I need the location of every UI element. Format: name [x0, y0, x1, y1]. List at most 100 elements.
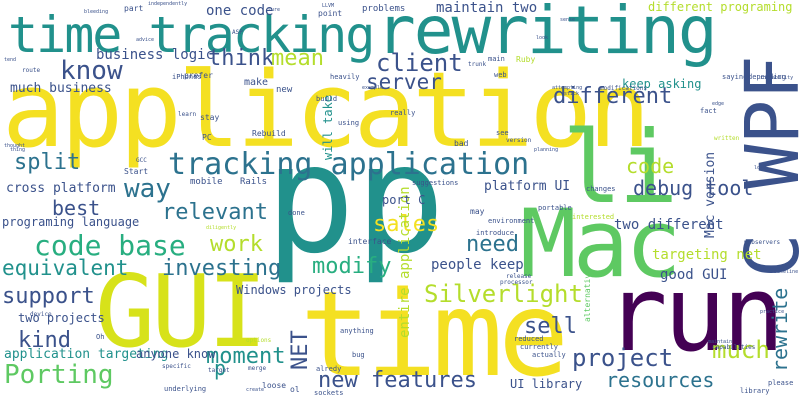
- cloud-word: capabilities: [712, 344, 756, 351]
- cloud-word: rewriting: [376, 0, 718, 69]
- cloud-word: PC: [202, 133, 212, 142]
- cloud-word: GCC: [136, 157, 147, 164]
- cloud-word: bleeding: [84, 9, 109, 15]
- cloud-word: time: [300, 265, 569, 400]
- cloud-word: build: [316, 95, 338, 103]
- cloud-word: Oh: [96, 333, 105, 341]
- cloud-word: make: [244, 77, 269, 88]
- cloud-word: way: [124, 174, 171, 204]
- cloud-word: lose: [754, 165, 767, 171]
- cloud-word: cross platform: [6, 181, 116, 196]
- cloud-word: two different: [614, 217, 724, 233]
- cloud-word: resources: [606, 368, 715, 392]
- cloud-word: need: [466, 232, 519, 257]
- cloud-word: new features: [318, 368, 477, 393]
- cloud-word: moment: [206, 344, 286, 369]
- cloud-word: alternative: [583, 269, 592, 322]
- cloud-word: fact: [700, 107, 717, 115]
- cloud-word: sure: [268, 7, 281, 13]
- cloud-word: p: [355, 113, 446, 287]
- cloud-word: example: [362, 85, 384, 91]
- cloud-word: problems: [362, 4, 406, 14]
- cloud-word: GUI: [95, 253, 268, 370]
- cloud-word: anyone know: [136, 347, 216, 361]
- cloud-word: application targeting: [4, 347, 169, 362]
- cloud-word: much business: [10, 81, 112, 96]
- cloud-word: tend: [4, 57, 17, 63]
- cloud-word: one code: [206, 3, 274, 19]
- cloud-word: actually: [532, 351, 566, 359]
- cloud-word: EEE: [746, 85, 757, 92]
- cloud-word: much: [712, 336, 770, 364]
- cloud-word: LLVM: [322, 3, 335, 9]
- cloud-word: may: [470, 207, 485, 216]
- cloud-word: NET: [288, 330, 313, 370]
- cloud-word: work: [210, 232, 263, 257]
- cloud-word: ASP: [232, 29, 243, 36]
- cloud-word: stay: [200, 113, 220, 122]
- cloud-word: rewrite: [768, 287, 792, 372]
- cloud-word: maintain two: [436, 0, 538, 16]
- cloud-word: depending: [748, 73, 786, 81]
- cloud-word: maintain: [708, 339, 733, 345]
- cloud-word: split: [14, 150, 81, 175]
- cloud-word: alredy: [316, 365, 342, 373]
- cloud-word: Rails: [240, 177, 268, 187]
- cloud-word: mean: [271, 46, 324, 71]
- cloud-word: relevant: [162, 200, 268, 225]
- cloud-word: baseline: [774, 269, 799, 275]
- cloud-word: client: [376, 49, 463, 77]
- cloud-word: instability: [760, 75, 794, 81]
- cloud-word: mobile: [190, 177, 223, 187]
- cloud-word: different: [553, 84, 673, 109]
- cloud-word: p: [265, 113, 356, 287]
- cloud-word: equivalent: [2, 256, 129, 280]
- cloud-word: stick: [564, 91, 580, 97]
- cloud-word: done: [288, 209, 305, 217]
- cloud-word: think: [208, 46, 275, 71]
- cloud-word: changes: [586, 185, 616, 193]
- cloud-word: Ruby: [516, 55, 536, 64]
- cloud-word: thing: [10, 147, 26, 153]
- cloud-word: UI library: [510, 377, 583, 391]
- cloud-word: learn: [178, 111, 197, 118]
- cloud-word: interested: [572, 213, 615, 221]
- cloud-word: using: [338, 119, 360, 127]
- cloud-word: will take: [321, 94, 335, 160]
- cloud-word: underlying: [164, 385, 207, 393]
- cloud-word: different programing: [648, 0, 793, 14]
- cloud-word: li: [562, 109, 678, 226]
- cloud-word: attempting: [552, 85, 583, 91]
- cloud-word: new: [276, 85, 293, 95]
- cloud-word: sell: [524, 314, 577, 339]
- cloud-word: kind: [18, 328, 71, 353]
- cloud-word: investing: [162, 256, 282, 281]
- cloud-word: p: [214, 356, 227, 380]
- cloud-word: debug tool: [633, 176, 754, 200]
- cloud-word: targeting net: [652, 247, 762, 263]
- cloud-word: Rebuild: [252, 129, 286, 138]
- cloud-word: trunk: [468, 61, 487, 68]
- cloud-word: diligently: [206, 225, 237, 231]
- cloud-word: Silverlight: [424, 280, 583, 308]
- cloud-word: code: [626, 154, 675, 178]
- cloud-word: version: [506, 137, 532, 144]
- cloud-word: platform UI: [484, 179, 571, 194]
- cloud-word: prefer: [184, 71, 213, 80]
- cloud-word: good GUI: [660, 267, 728, 283]
- cloud-word: run: [605, 253, 785, 375]
- cloud-word: loose: [262, 381, 287, 390]
- cloud-word: target: [208, 367, 230, 374]
- cloud-word: project: [572, 344, 674, 372]
- cloud-word: programing language: [2, 215, 140, 229]
- cloud-word: introduce: [476, 229, 514, 237]
- cloud-word: Porting: [4, 360, 114, 390]
- cloud-word: device: [30, 311, 52, 318]
- cloud-word: library: [740, 387, 770, 395]
- cloud-word: thought: [4, 143, 26, 149]
- cloud-word: web: [494, 71, 507, 79]
- cloud-word: Windows projects: [236, 283, 352, 297]
- cloud-word: reduced: [514, 335, 544, 343]
- cloud-word: merge: [248, 365, 267, 372]
